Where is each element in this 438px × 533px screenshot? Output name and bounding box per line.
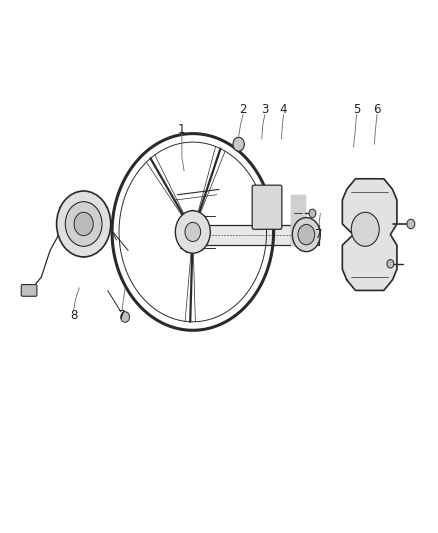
Circle shape — [175, 211, 210, 253]
Text: 1: 1 — [178, 123, 186, 136]
Circle shape — [298, 224, 315, 245]
Polygon shape — [343, 179, 397, 290]
Circle shape — [121, 312, 130, 322]
Text: 5: 5 — [353, 103, 360, 116]
Circle shape — [65, 201, 102, 246]
FancyBboxPatch shape — [197, 224, 319, 245]
Circle shape — [57, 191, 111, 257]
Circle shape — [351, 212, 379, 246]
Circle shape — [407, 219, 415, 229]
FancyBboxPatch shape — [21, 285, 37, 296]
Polygon shape — [291, 195, 304, 245]
Circle shape — [309, 209, 316, 217]
Text: 3: 3 — [261, 103, 268, 116]
Text: 7: 7 — [315, 228, 322, 241]
Text: 8: 8 — [70, 309, 77, 322]
Text: 2: 2 — [239, 103, 247, 116]
Circle shape — [74, 212, 93, 236]
Circle shape — [387, 260, 394, 268]
Text: 6: 6 — [373, 103, 381, 116]
FancyBboxPatch shape — [252, 185, 282, 229]
Circle shape — [233, 138, 244, 151]
Text: 7: 7 — [118, 309, 126, 322]
Circle shape — [292, 217, 320, 252]
Text: 4: 4 — [280, 103, 287, 116]
Circle shape — [185, 222, 201, 241]
